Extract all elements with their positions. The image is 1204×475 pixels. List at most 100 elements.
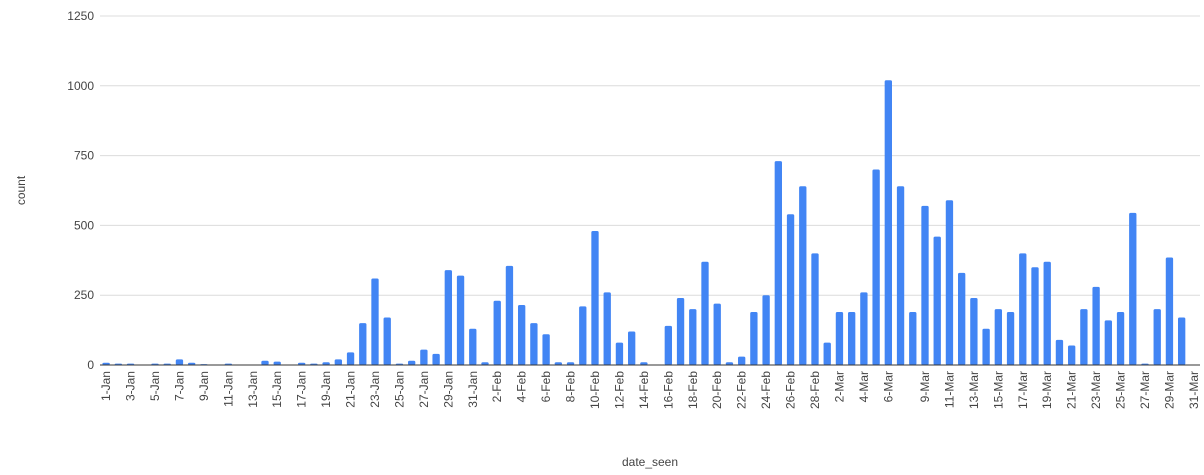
bar	[456, 275, 465, 365]
bar	[664, 325, 672, 365]
bar	[518, 304, 526, 365]
bar	[835, 311, 844, 365]
x-tick-label: 16-Feb	[661, 371, 675, 409]
bar	[1043, 261, 1051, 365]
x-tick-label: 14-Feb	[637, 371, 651, 409]
bar	[542, 334, 550, 365]
bar	[909, 311, 917, 365]
bar	[444, 270, 452, 365]
bar	[958, 272, 966, 365]
x-tick-label: 21-Jan	[344, 371, 358, 408]
bar	[1019, 253, 1027, 365]
bar	[334, 359, 342, 365]
y-tick-label: 250	[74, 288, 94, 302]
bar	[896, 186, 905, 365]
x-tick-label: 7-Jan	[172, 371, 186, 401]
x-tick-label: 31-Mar	[1187, 371, 1201, 409]
x-tick-label: 20-Feb	[710, 371, 724, 409]
x-tick-label: 9-Mar	[918, 371, 932, 402]
y-axis-title: count	[14, 175, 28, 205]
bar	[628, 331, 636, 365]
bar	[1129, 212, 1137, 365]
x-tick-label: 29-Mar	[1162, 371, 1176, 409]
bar	[603, 292, 611, 365]
bar	[298, 362, 306, 365]
bar	[970, 297, 978, 365]
x-axis-title: date_seen	[622, 455, 678, 469]
x-tick-label: 24-Feb	[759, 371, 773, 409]
bar	[261, 360, 269, 365]
bar	[530, 323, 538, 365]
bar	[493, 300, 501, 365]
x-tick-label: 13-Mar	[967, 371, 981, 409]
bar	[676, 297, 685, 365]
bar	[762, 295, 770, 365]
bar	[884, 80, 892, 365]
x-tick-label: 11-Jan	[221, 371, 235, 407]
bar	[750, 311, 758, 365]
bar	[359, 323, 367, 365]
x-tick-label: 19-Jan	[319, 371, 333, 408]
y-tick-label: 500	[74, 218, 94, 232]
bar	[860, 292, 868, 365]
bar	[982, 328, 990, 365]
x-tick-label: 6-Mar	[881, 371, 895, 402]
x-tick-label: 2-Feb	[490, 371, 504, 403]
bar	[725, 362, 734, 365]
x-tick-label: 15-Mar	[991, 371, 1005, 409]
bar	[689, 309, 697, 365]
bar	[1068, 345, 1076, 365]
x-tick-label: 28-Feb	[808, 371, 822, 409]
bar	[1165, 257, 1174, 365]
x-tick-label: 11-Mar	[942, 371, 956, 408]
bar	[1104, 320, 1112, 365]
bar	[591, 230, 599, 365]
bar	[432, 353, 440, 365]
bar	[481, 362, 489, 365]
bar	[701, 261, 709, 365]
bar	[738, 356, 746, 365]
bar	[615, 342, 624, 365]
x-tick-label: 27-Mar	[1138, 371, 1152, 409]
bar	[872, 169, 880, 365]
bar	[1178, 317, 1186, 365]
y-tick-label: 0	[87, 358, 94, 372]
bar	[346, 352, 355, 365]
gridlines	[100, 15, 1200, 296]
bar	[933, 236, 941, 365]
x-tick-label: 26-Feb	[784, 371, 798, 409]
bar	[921, 205, 929, 365]
x-tick-label: 21-Mar	[1065, 371, 1079, 409]
bar	[469, 328, 477, 365]
bar	[848, 311, 856, 365]
bar	[823, 342, 831, 365]
x-tick-label: 13-Jan	[246, 371, 260, 408]
bar	[322, 362, 330, 365]
x-tick-label: 18-Feb	[686, 371, 700, 409]
bar	[102, 362, 110, 365]
bar	[640, 362, 648, 365]
x-tick-label: 22-Feb	[735, 371, 749, 409]
bar	[505, 265, 514, 365]
bar	[786, 214, 795, 365]
bar	[579, 306, 587, 365]
x-tick-label: 2-Mar	[832, 371, 846, 402]
bar	[713, 303, 721, 365]
x-tick-label: 8-Feb	[564, 371, 578, 403]
bar	[554, 362, 562, 365]
bar	[371, 278, 379, 365]
bar	[273, 361, 281, 365]
x-tick-label: 9-Jan	[197, 371, 211, 401]
x-tick-label: 29-Jan	[441, 371, 455, 408]
x-tick-label: 23-Jan	[368, 371, 382, 408]
y-tick-label: 1000	[67, 79, 94, 93]
y-tick-label: 750	[74, 149, 94, 163]
x-tick-label: 5-Jan	[148, 371, 162, 401]
bar	[1092, 286, 1100, 365]
x-tick-label: 25-Jan	[392, 371, 406, 408]
x-tick-label: 31-Jan	[466, 371, 480, 408]
bar	[1153, 309, 1161, 365]
bar	[383, 317, 391, 365]
bar	[175, 359, 184, 365]
